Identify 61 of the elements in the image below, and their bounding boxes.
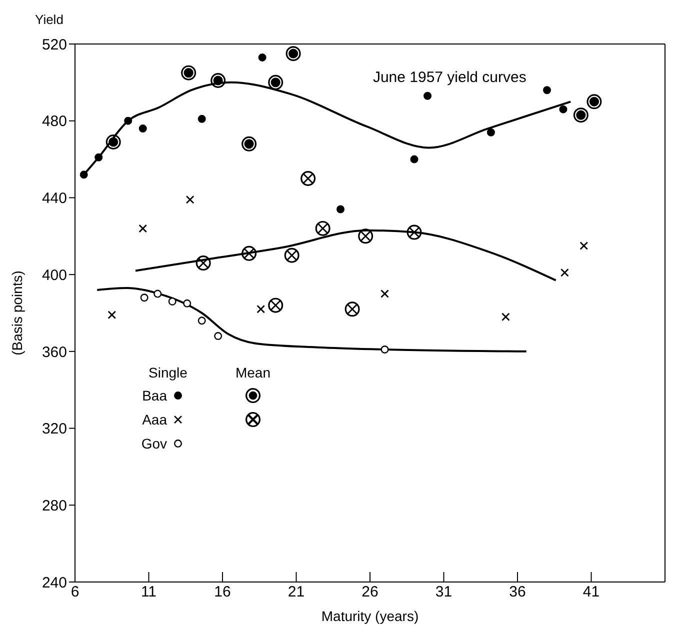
point [198, 114, 206, 123]
point [315, 220, 330, 236]
point [183, 299, 192, 308]
x-tick-label: 36 [509, 584, 526, 601]
point [80, 170, 88, 179]
x-tick-label: 21 [288, 584, 305, 601]
point [140, 294, 148, 302]
point [286, 46, 301, 62]
text: Yield [35, 12, 64, 27]
annotation: Single [148, 364, 188, 381]
y-tick-label: 320 [42, 420, 67, 438]
point [300, 171, 316, 186]
point [258, 53, 266, 62]
point [284, 248, 300, 263]
x-axis-title: Maturity (years) [321, 608, 419, 624]
legend-label: Aaa [142, 412, 168, 428]
point [344, 302, 360, 317]
y-axis-title: (Basis points) [9, 270, 25, 356]
x-tick-label: 6 [70, 584, 80, 601]
point [196, 256, 211, 271]
point [124, 116, 132, 125]
point [573, 108, 588, 123]
point [242, 246, 257, 261]
annotation: Mean [235, 364, 271, 381]
x-tick-label: 31 [435, 584, 452, 601]
point [214, 332, 222, 340]
x-tick-label: 26 [362, 584, 378, 601]
y-tick-label: 400 [42, 266, 67, 284]
point [380, 346, 389, 354]
y-tick-label: 280 [42, 497, 67, 514]
point [586, 94, 602, 110]
y-tick-label: 360 [42, 344, 67, 361]
point [242, 136, 257, 152]
point [106, 134, 121, 150]
point [358, 228, 374, 244]
point [138, 124, 147, 133]
y-tick-label: 480 [42, 113, 67, 130]
line-series [96, 287, 528, 352]
legend-label: Baa [142, 388, 168, 404]
point [210, 73, 226, 88]
point [94, 153, 103, 162]
point [543, 86, 551, 94]
point [424, 92, 432, 100]
x-tick-label: 16 [214, 584, 231, 601]
point [336, 205, 344, 214]
point [268, 74, 284, 90]
point [559, 105, 568, 114]
point [486, 128, 495, 136]
legend-label: Gov [141, 436, 167, 452]
text: June 1957 yield curves [372, 69, 526, 86]
point [154, 290, 162, 298]
x-tick-label: 41 [582, 584, 600, 601]
point [198, 316, 206, 325]
y-tick-label: 240 [42, 574, 67, 592]
point [410, 155, 418, 164]
y-tick-label: 440 [42, 190, 67, 208]
y-tick-label: 520 [42, 36, 67, 54]
point [181, 65, 196, 80]
point [168, 297, 176, 306]
x-tick-label: 11 [140, 584, 157, 601]
point [268, 298, 284, 313]
